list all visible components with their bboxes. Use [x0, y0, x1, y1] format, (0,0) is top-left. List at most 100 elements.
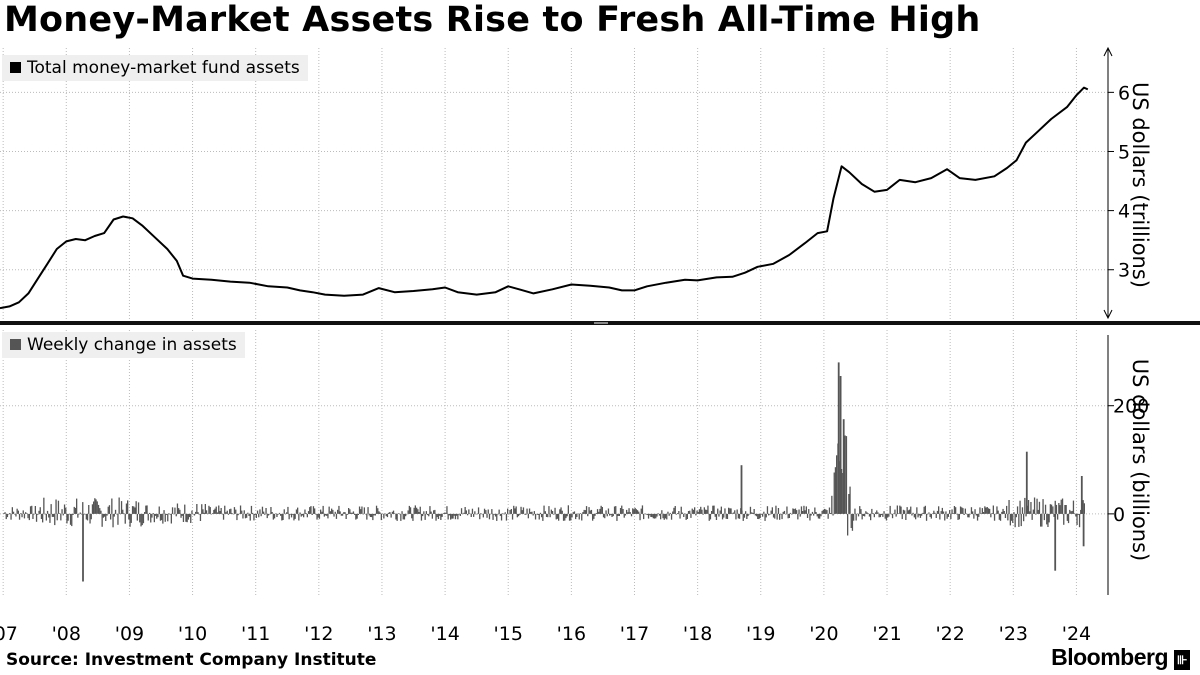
weekly-change-bar [322, 505, 324, 514]
weekly-change-bar [162, 513, 164, 524]
weekly-change-bar [668, 513, 670, 516]
weekly-change-bar [853, 513, 855, 521]
weekly-change-bar [622, 509, 624, 514]
weekly-change-bar [1046, 513, 1048, 525]
x-tick-label: '13 [367, 623, 396, 645]
weekly-change-bar [120, 501, 123, 514]
weekly-change-bar [346, 513, 349, 515]
weekly-change-bar [204, 504, 206, 514]
weekly-change-bar [252, 512, 254, 514]
weekly-change-bar [288, 513, 290, 520]
weekly-change-bar [814, 507, 816, 514]
weekly-change-bar [71, 513, 73, 527]
weekly-change-bar [804, 510, 806, 514]
weekly-change-bar [39, 507, 41, 514]
weekly-change-bar [171, 507, 174, 514]
weekly-change-bar [60, 513, 62, 521]
weekly-change-bar [1064, 505, 1066, 514]
weekly-change-bar [43, 497, 45, 514]
weekly-change-bar [975, 513, 977, 516]
weekly-change-bar [67, 513, 69, 521]
weekly-change-bar [1049, 504, 1051, 514]
weekly-change-bar [136, 513, 138, 521]
weekly-change-bar [335, 513, 338, 519]
top-y-axis-label: US dollars (trillions) [1128, 81, 1152, 289]
weekly-change-bar [1080, 509, 1082, 514]
weekly-change-bar [305, 513, 307, 514]
weekly-change-bar [269, 513, 271, 515]
weekly-change-bar [35, 513, 38, 522]
weekly-change-bar [324, 513, 327, 516]
weekly-change-bar [521, 510, 523, 514]
weekly-change-bar [469, 513, 471, 515]
weekly-change-bar [899, 505, 901, 514]
weekly-change-bar [116, 513, 118, 515]
weekly-change-bar [972, 511, 974, 514]
weekly-change-bar [573, 511, 576, 514]
weekly-change-bar [52, 513, 55, 517]
weekly-change-bar [433, 510, 435, 514]
weekly-change-bar [280, 513, 282, 516]
weekly-change-bar [747, 513, 749, 517]
weekly-change-bar [544, 511, 546, 514]
weekly-change-bar [618, 513, 620, 516]
weekly-change-bar [661, 510, 663, 514]
weekly-change-bar [168, 513, 170, 514]
weekly-change-bar [694, 507, 696, 514]
weekly-change-bar [422, 513, 424, 517]
weekly-change-bar-notable-7 [1080, 476, 1083, 514]
weekly-change-bar [453, 513, 455, 516]
weekly-change-bar [641, 505, 644, 514]
weekly-change-bar [813, 513, 815, 516]
weekly-change-bar [602, 513, 605, 518]
weekly-change-bar [413, 507, 415, 514]
weekly-change-bar [930, 513, 932, 519]
weekly-change-bar [653, 513, 656, 519]
weekly-change-bar [985, 507, 987, 514]
weekly-change-bar [130, 513, 132, 523]
weekly-change-bar [33, 513, 35, 515]
weekly-change-bar [1060, 499, 1062, 514]
weekly-change-bar [218, 505, 220, 514]
weekly-change-bar [351, 512, 353, 514]
weekly-change-bar [539, 512, 542, 514]
weekly-change-bar [448, 513, 450, 516]
weekly-change-bar [712, 505, 714, 514]
weekly-change-bar [388, 512, 390, 514]
weekly-change-bar [551, 511, 554, 514]
weekly-change-bar [528, 508, 531, 514]
weekly-change-bar-notable-8 [1082, 513, 1085, 547]
weekly-change-bar [479, 513, 481, 520]
weekly-change-bar [1053, 513, 1055, 517]
weekly-change-bar [431, 513, 433, 519]
weekly-change-bar [46, 510, 49, 514]
weekly-change-bar [407, 510, 409, 514]
weekly-change-bar [275, 513, 277, 514]
weekly-change-bar [770, 510, 772, 514]
weekly-change-bar [476, 513, 478, 515]
weekly-change-bar [212, 513, 214, 514]
weekly-change-bar [159, 513, 162, 521]
weekly-change-bar [1030, 502, 1032, 514]
weekly-change-bar [123, 513, 125, 514]
weekly-change-bar [935, 513, 937, 518]
weekly-change-bar [731, 513, 733, 514]
weekly-change-bar [963, 513, 965, 515]
weekly-change-bar-notable-6 [1054, 513, 1057, 571]
weekly-change-bar [317, 513, 319, 518]
weekly-change-bar [556, 513, 559, 519]
weekly-change-bar [939, 513, 941, 520]
weekly-change-bar [460, 508, 463, 514]
x-tick-label: '12 [304, 623, 333, 645]
weekly-change-bar [577, 513, 579, 514]
weekly-change-bar [215, 506, 217, 514]
weekly-change-bar [974, 509, 976, 514]
weekly-change-bar [362, 513, 364, 515]
weekly-change-bar [298, 513, 300, 521]
weekly-change-bar [38, 510, 40, 514]
weekly-change-bar [729, 508, 731, 514]
weekly-change-bar [263, 511, 265, 514]
weekly-change-bar [640, 508, 642, 514]
weekly-change-bar [266, 513, 268, 519]
weekly-change-bar [83, 513, 85, 515]
